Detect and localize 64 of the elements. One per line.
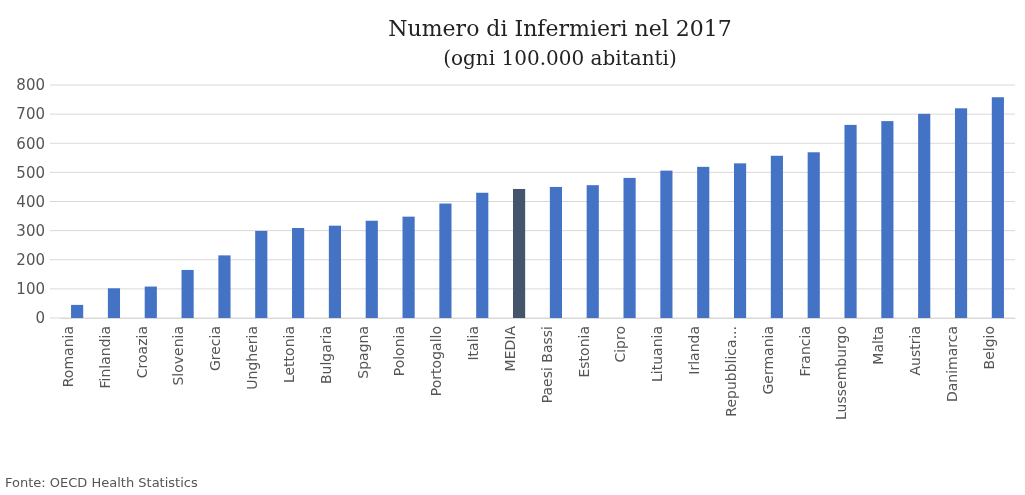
y-tick-label: 0 xyxy=(35,309,45,328)
x-tick-label: Lettonia xyxy=(280,326,297,384)
bar xyxy=(991,97,1004,318)
bar xyxy=(881,121,894,318)
bar xyxy=(255,230,268,318)
chart-title: Numero di Infermieri nel 2017 xyxy=(388,16,732,41)
x-tick-label: Austria xyxy=(907,326,924,376)
x-tick-label: Polonia xyxy=(391,326,408,377)
bar xyxy=(954,108,968,318)
bar xyxy=(844,124,857,318)
bar xyxy=(292,228,305,318)
x-tick-label: Finlandia xyxy=(96,326,113,389)
bar xyxy=(660,170,673,318)
bar xyxy=(623,177,636,318)
x-tick-label: MEDIA xyxy=(501,325,518,372)
bar xyxy=(549,186,562,318)
y-tick-label: 400 xyxy=(16,192,45,211)
x-tick-label: Germania xyxy=(759,326,776,395)
bar xyxy=(107,288,121,318)
bar xyxy=(439,203,452,318)
x-tick-label: Portogallo xyxy=(428,326,445,397)
x-tick-label: Italia xyxy=(465,326,482,361)
bar xyxy=(144,286,157,318)
x-tick-label: Spagna xyxy=(354,326,371,379)
y-tick-label: 500 xyxy=(16,163,45,182)
x-tick-label: Cipro xyxy=(612,326,629,363)
x-tick-label: Repubblica... xyxy=(722,326,739,417)
bar xyxy=(476,192,489,318)
x-tick-label: Malta xyxy=(870,326,887,365)
x-tick-label: Francia xyxy=(796,326,813,377)
bar xyxy=(770,155,783,318)
x-tick-label: Lituania xyxy=(649,326,666,382)
bar xyxy=(918,113,931,318)
bar xyxy=(733,163,747,318)
bar xyxy=(586,185,599,318)
x-tick-label: Ungheria xyxy=(244,326,261,390)
bar xyxy=(402,216,415,318)
bar xyxy=(218,255,231,318)
x-tick-label: Grecia xyxy=(207,326,224,372)
x-tick-label: Paesi Bassi xyxy=(538,326,555,404)
x-tick-label: Slovenia xyxy=(170,326,187,386)
chart-subtitle: (ogni 100.000 abitanti) xyxy=(443,46,677,70)
x-tick-label: Belgio xyxy=(980,326,997,370)
source-note: Fonte: OECD Health Statistics xyxy=(5,475,198,490)
x-tick-label: Lussemburgo xyxy=(833,326,850,420)
x-tick-label: Irlanda xyxy=(686,326,703,375)
bar xyxy=(807,152,820,318)
bar xyxy=(365,220,378,318)
y-tick-label: 600 xyxy=(16,134,45,153)
bar xyxy=(697,166,710,318)
x-tick-label: Romania xyxy=(59,326,76,388)
bar xyxy=(328,225,342,318)
y-tick-label: 800 xyxy=(16,76,45,95)
y-tick-label: 300 xyxy=(16,221,45,240)
x-tick-label: Estonia xyxy=(575,326,592,378)
x-tick-label: Bulgaria xyxy=(317,326,334,385)
bar xyxy=(71,304,84,318)
x-tick-label: Croazia xyxy=(133,326,150,379)
x-tick-label: Danimarca xyxy=(943,326,960,403)
bar xyxy=(513,188,526,318)
y-tick-label: 200 xyxy=(16,251,45,270)
y-tick-label: 100 xyxy=(16,280,45,299)
bar xyxy=(181,269,194,318)
y-tick-label: 700 xyxy=(16,105,45,124)
